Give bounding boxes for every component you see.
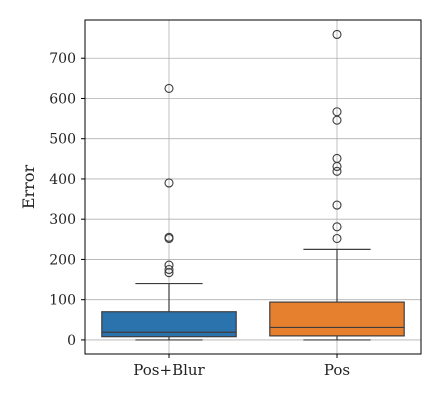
box-body [269,301,405,337]
y-tick-label: 400 [49,172,76,188]
y-tick-label: 600 [49,91,76,107]
outlier-point [164,83,174,93]
y-tick-label: 100 [49,293,76,309]
outlier-point [164,232,174,242]
y-tick-label: 200 [49,252,76,268]
axis-layer: 0 100 200 300 400 500 600 700 Pos+Blur Pos [49,19,422,379]
y-tick-label: 700 [49,51,76,67]
outlier-point [332,233,342,244]
y-tick-label: 0 [67,333,76,349]
y-axis-label: Error [19,165,38,210]
outlier-point [164,178,174,188]
outlier-point [332,166,342,176]
y-tick-label: 500 [49,132,76,148]
plot-frame [84,19,422,355]
outlier-point [332,153,342,163]
box-layer [101,29,405,341]
x-tick-label: Pos+Blur [133,361,205,379]
y-tick-label: 300 [49,212,76,228]
x-tick-label: Pos [324,361,350,379]
outlier-point [332,200,342,210]
outlier-point [332,107,342,117]
outlier-point [164,260,174,270]
box-body [101,311,237,338]
outlier-point [332,222,342,232]
outlier-point [164,264,174,275]
outlier-point [332,29,342,40]
